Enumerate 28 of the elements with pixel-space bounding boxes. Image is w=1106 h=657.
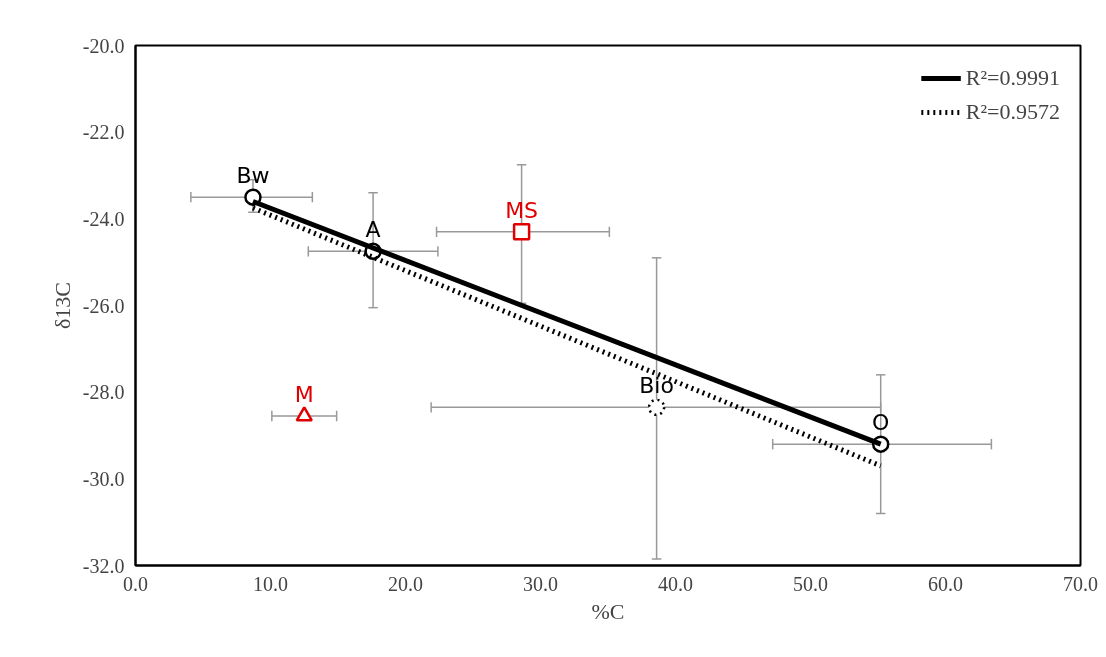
point bbox=[512, 223, 531, 241]
series-label: Bio bbox=[639, 373, 674, 399]
x-tick-label: 60.0 bbox=[928, 572, 963, 595]
series-label: MS bbox=[505, 197, 539, 223]
point bbox=[295, 406, 313, 422]
point bbox=[647, 398, 666, 417]
series-label: Bw bbox=[236, 163, 270, 189]
y-tick-label: -22.0 bbox=[82, 121, 125, 144]
y-tick-label: -32.0 bbox=[82, 554, 125, 577]
x-tick-label: 40.0 bbox=[658, 572, 693, 595]
x-tick-label: 0.0 bbox=[123, 572, 148, 595]
y-tick-label: -20.0 bbox=[82, 34, 125, 57]
x-tick-label: 10.0 bbox=[253, 572, 288, 595]
series-label: A bbox=[365, 217, 381, 243]
x-tick-label: 30.0 bbox=[523, 572, 558, 595]
y-axis-title: δ13C bbox=[49, 281, 75, 330]
legend-label: R²=0.9991 bbox=[965, 65, 1060, 91]
x-axis-title: %C bbox=[591, 598, 625, 624]
x-tick-label: 50.0 bbox=[793, 572, 828, 595]
legend-label: R²=0.9572 bbox=[965, 99, 1060, 125]
y-tick-label: -30.0 bbox=[82, 467, 125, 490]
series-label: M bbox=[294, 382, 314, 407]
y-tick-label: -26.0 bbox=[82, 294, 125, 317]
x-tick-label: 20.0 bbox=[388, 572, 423, 595]
y-tick-label: -24.0 bbox=[82, 207, 125, 230]
x-tick-label: 70.0 bbox=[1063, 572, 1098, 595]
y-tick-label: -28.0 bbox=[82, 381, 125, 404]
series-label: O bbox=[872, 410, 890, 436]
